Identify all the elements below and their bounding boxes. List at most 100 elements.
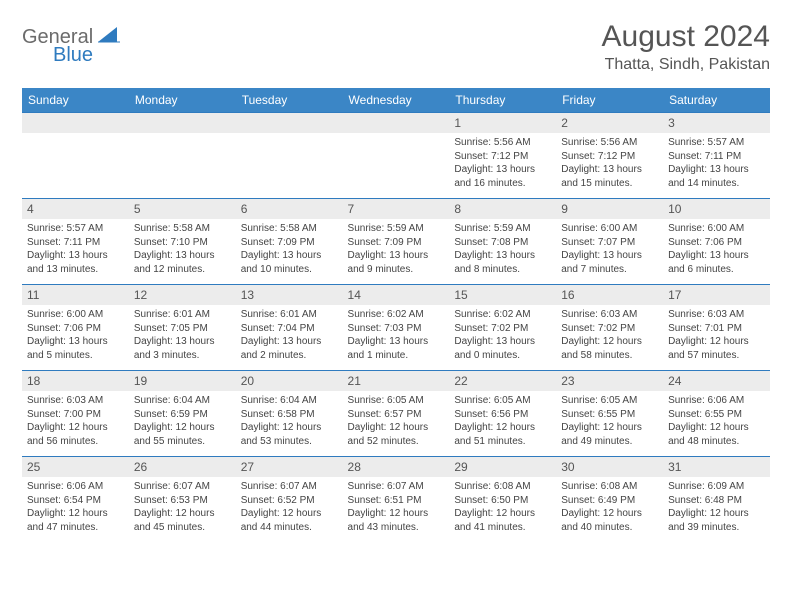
calendar-cell: 17Sunrise: 6:03 AMSunset: 7:01 PMDayligh…: [663, 285, 770, 371]
day-info: Sunrise: 5:57 AMSunset: 7:11 PMDaylight:…: [22, 219, 129, 279]
weekday-header: Monday: [129, 88, 236, 113]
calendar-cell: 5Sunrise: 5:58 AMSunset: 7:10 PMDaylight…: [129, 199, 236, 285]
day-number: 13: [236, 285, 343, 305]
day-info: Sunrise: 5:58 AMSunset: 7:10 PMDaylight:…: [129, 219, 236, 279]
day-info: Sunrise: 6:01 AMSunset: 7:04 PMDaylight:…: [236, 305, 343, 365]
day-info: Sunrise: 5:59 AMSunset: 7:08 PMDaylight:…: [449, 219, 556, 279]
logo: General Blue: [22, 20, 120, 49]
day-number: 7: [343, 199, 450, 219]
calendar-cell: 6Sunrise: 5:58 AMSunset: 7:09 PMDaylight…: [236, 199, 343, 285]
day-number: 30: [556, 457, 663, 477]
weekday-header: Saturday: [663, 88, 770, 113]
day-number: 14: [343, 285, 450, 305]
weekday-header: Wednesday: [343, 88, 450, 113]
day-info: Sunrise: 6:07 AMSunset: 6:52 PMDaylight:…: [236, 477, 343, 537]
day-info: Sunrise: 6:00 AMSunset: 7:06 PMDaylight:…: [22, 305, 129, 365]
calendar-cell: 10Sunrise: 6:00 AMSunset: 7:06 PMDayligh…: [663, 199, 770, 285]
calendar-cell: 11Sunrise: 6:00 AMSunset: 7:06 PMDayligh…: [22, 285, 129, 371]
calendar-cell: 23Sunrise: 6:05 AMSunset: 6:55 PMDayligh…: [556, 371, 663, 457]
calendar-cell: 30Sunrise: 6:08 AMSunset: 6:49 PMDayligh…: [556, 457, 663, 543]
day-number: 5: [129, 199, 236, 219]
day-number: 20: [236, 371, 343, 391]
day-info: Sunrise: 5:58 AMSunset: 7:09 PMDaylight:…: [236, 219, 343, 279]
calendar-body: 1Sunrise: 5:56 AMSunset: 7:12 PMDaylight…: [22, 113, 770, 543]
day-number: 17: [663, 285, 770, 305]
calendar-cell: 4Sunrise: 5:57 AMSunset: 7:11 PMDaylight…: [22, 199, 129, 285]
calendar-cell: 18Sunrise: 6:03 AMSunset: 7:00 PMDayligh…: [22, 371, 129, 457]
location: Thatta, Sindh, Pakistan: [602, 56, 770, 74]
day-info: Sunrise: 5:56 AMSunset: 7:12 PMDaylight:…: [556, 133, 663, 193]
calendar-cell: 28Sunrise: 6:07 AMSunset: 6:51 PMDayligh…: [343, 457, 450, 543]
calendar-cell: 27Sunrise: 6:07 AMSunset: 6:52 PMDayligh…: [236, 457, 343, 543]
day-info: Sunrise: 6:03 AMSunset: 7:01 PMDaylight:…: [663, 305, 770, 365]
day-number: 28: [343, 457, 450, 477]
calendar-cell: 26Sunrise: 6:07 AMSunset: 6:53 PMDayligh…: [129, 457, 236, 543]
title-block: August 2024 Thatta, Sindh, Pakistan: [602, 20, 770, 74]
day-number: 24: [663, 371, 770, 391]
day-number: 8: [449, 199, 556, 219]
day-info: Sunrise: 6:02 AMSunset: 7:02 PMDaylight:…: [449, 305, 556, 365]
calendar-cell: 24Sunrise: 6:06 AMSunset: 6:55 PMDayligh…: [663, 371, 770, 457]
calendar-cell: 20Sunrise: 6:04 AMSunset: 6:58 PMDayligh…: [236, 371, 343, 457]
calendar-row: 1Sunrise: 5:56 AMSunset: 7:12 PMDaylight…: [22, 113, 770, 199]
calendar-cell: 19Sunrise: 6:04 AMSunset: 6:59 PMDayligh…: [129, 371, 236, 457]
day-info: Sunrise: 5:59 AMSunset: 7:09 PMDaylight:…: [343, 219, 450, 279]
logo-text-blue: Blue: [53, 44, 93, 67]
day-number: 27: [236, 457, 343, 477]
weekday-header: Sunday: [22, 88, 129, 113]
day-number: 12: [129, 285, 236, 305]
weekday-header: Friday: [556, 88, 663, 113]
day-number: 18: [22, 371, 129, 391]
day-number: 16: [556, 285, 663, 305]
calendar-cell: [22, 113, 129, 199]
day-number: 25: [22, 457, 129, 477]
day-number: 22: [449, 371, 556, 391]
logo-sail-icon: [98, 27, 120, 48]
calendar-cell: 31Sunrise: 6:09 AMSunset: 6:48 PMDayligh…: [663, 457, 770, 543]
day-number: 26: [129, 457, 236, 477]
day-number: 3: [663, 113, 770, 133]
day-info: Sunrise: 6:07 AMSunset: 6:51 PMDaylight:…: [343, 477, 450, 537]
day-info: Sunrise: 6:08 AMSunset: 6:50 PMDaylight:…: [449, 477, 556, 537]
day-info: Sunrise: 6:04 AMSunset: 6:58 PMDaylight:…: [236, 391, 343, 451]
day-number: 29: [449, 457, 556, 477]
calendar-cell: 13Sunrise: 6:01 AMSunset: 7:04 PMDayligh…: [236, 285, 343, 371]
day-info: Sunrise: 6:08 AMSunset: 6:49 PMDaylight:…: [556, 477, 663, 537]
day-info: Sunrise: 6:05 AMSunset: 6:57 PMDaylight:…: [343, 391, 450, 451]
header: General Blue August 2024 Thatta, Sindh, …: [22, 20, 770, 74]
day-number: 23: [556, 371, 663, 391]
day-number: 11: [22, 285, 129, 305]
calendar-cell: 15Sunrise: 6:02 AMSunset: 7:02 PMDayligh…: [449, 285, 556, 371]
weekday-header-row: SundayMondayTuesdayWednesdayThursdayFrid…: [22, 88, 770, 113]
weekday-header: Thursday: [449, 88, 556, 113]
calendar-row: 18Sunrise: 6:03 AMSunset: 7:00 PMDayligh…: [22, 371, 770, 457]
day-number: 1: [449, 113, 556, 133]
day-info: Sunrise: 6:06 AMSunset: 6:54 PMDaylight:…: [22, 477, 129, 537]
calendar-cell: 16Sunrise: 6:03 AMSunset: 7:02 PMDayligh…: [556, 285, 663, 371]
calendar-cell: 12Sunrise: 6:01 AMSunset: 7:05 PMDayligh…: [129, 285, 236, 371]
day-info: Sunrise: 6:06 AMSunset: 6:55 PMDaylight:…: [663, 391, 770, 451]
calendar-cell: [343, 113, 450, 199]
day-info: Sunrise: 6:02 AMSunset: 7:03 PMDaylight:…: [343, 305, 450, 365]
calendar-cell: 22Sunrise: 6:05 AMSunset: 6:56 PMDayligh…: [449, 371, 556, 457]
calendar-table: SundayMondayTuesdayWednesdayThursdayFrid…: [22, 88, 770, 543]
day-info: Sunrise: 6:03 AMSunset: 7:02 PMDaylight:…: [556, 305, 663, 365]
day-number: 15: [449, 285, 556, 305]
day-number: 6: [236, 199, 343, 219]
month-title: August 2024: [602, 20, 770, 54]
day-info: Sunrise: 6:04 AMSunset: 6:59 PMDaylight:…: [129, 391, 236, 451]
day-info: Sunrise: 6:01 AMSunset: 7:05 PMDaylight:…: [129, 305, 236, 365]
calendar-row: 25Sunrise: 6:06 AMSunset: 6:54 PMDayligh…: [22, 457, 770, 543]
day-number: 31: [663, 457, 770, 477]
calendar-cell: 8Sunrise: 5:59 AMSunset: 7:08 PMDaylight…: [449, 199, 556, 285]
day-info: Sunrise: 6:03 AMSunset: 7:00 PMDaylight:…: [22, 391, 129, 451]
calendar-cell: 14Sunrise: 6:02 AMSunset: 7:03 PMDayligh…: [343, 285, 450, 371]
calendar-cell: 1Sunrise: 5:56 AMSunset: 7:12 PMDaylight…: [449, 113, 556, 199]
day-number: 9: [556, 199, 663, 219]
day-info: Sunrise: 5:57 AMSunset: 7:11 PMDaylight:…: [663, 133, 770, 193]
day-info: Sunrise: 6:05 AMSunset: 6:55 PMDaylight:…: [556, 391, 663, 451]
day-info: Sunrise: 5:56 AMSunset: 7:12 PMDaylight:…: [449, 133, 556, 193]
calendar-row: 4Sunrise: 5:57 AMSunset: 7:11 PMDaylight…: [22, 199, 770, 285]
weekday-header: Tuesday: [236, 88, 343, 113]
day-info: Sunrise: 6:09 AMSunset: 6:48 PMDaylight:…: [663, 477, 770, 537]
